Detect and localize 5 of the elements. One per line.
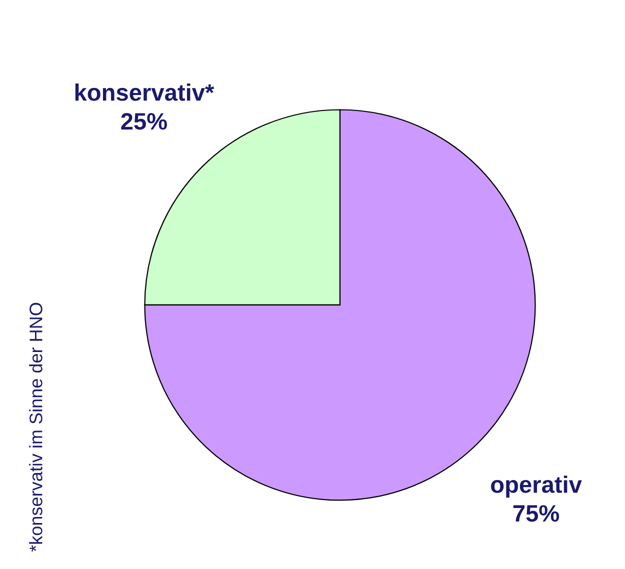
text: *konservativ im Sinne der HNO — [29, 302, 42, 552]
data-label: 25% — [121, 112, 167, 130]
slice-label: operativ — [491, 476, 582, 498]
data-label: 75% — [513, 505, 560, 522]
slice-label: konservativ* — [75, 84, 214, 101]
